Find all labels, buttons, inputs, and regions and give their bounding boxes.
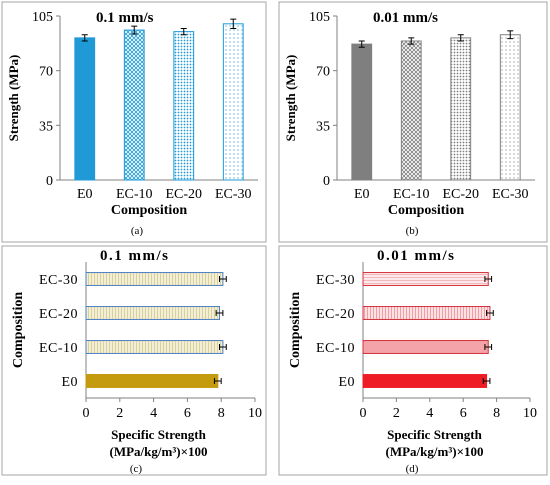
y-tick-label: 0: [323, 174, 330, 189]
x-axis-label: Specific Strength: [111, 427, 206, 442]
bar: [362, 272, 489, 286]
panel-label: (b): [406, 225, 419, 237]
x-tick-label: 0: [360, 406, 367, 421]
x-tick-label: 8: [493, 406, 500, 421]
x-tick-label: EC-20: [442, 187, 479, 202]
bar: [351, 43, 373, 181]
y-tick-label: 70: [39, 65, 53, 80]
x-tick-label: 10: [248, 406, 262, 421]
y-tick-label: 35: [39, 119, 53, 134]
y-tick-label: E0: [61, 375, 78, 390]
y-tick-label: 105: [309, 10, 330, 25]
bar: [74, 37, 96, 181]
bar: [400, 40, 422, 181]
x-tick-label: EC-30: [492, 187, 529, 202]
x-axis-label-units: (MPa/kg/m³)×100: [386, 444, 484, 459]
x-tick-label: 6: [184, 406, 191, 421]
bar: [222, 23, 244, 181]
x-axis-label: Specific Strength: [387, 427, 482, 442]
x-axis-label: Composition: [111, 203, 187, 218]
y-tick-label: EC-10: [316, 341, 355, 356]
x-tick-label: 2: [116, 406, 123, 421]
chart-title: 0.01 mm/s: [377, 248, 456, 264]
x-tick-label: EC-10: [393, 187, 430, 202]
bar: [499, 34, 521, 181]
bar: [85, 306, 221, 320]
chart-title: 0.1 mm/s: [100, 248, 170, 264]
bar: [362, 374, 488, 388]
bar: [85, 340, 224, 354]
x-tick-label: 8: [218, 406, 225, 421]
x-tick-label: 6: [460, 406, 467, 421]
bar: [173, 31, 195, 181]
y-tick-label: 70: [316, 65, 330, 80]
bar: [85, 374, 219, 388]
chart-panel-3: 0 2 4 6 8 10 E0 EC-10 EC-20 EC-30 Specific Strengt…: [1, 245, 267, 476]
chart-title: 0.01 mm/s: [373, 10, 438, 26]
bar: [123, 29, 145, 181]
x-axis-label-units: (MPa/kg/m³)×100: [110, 444, 208, 459]
chart-panel-1: 0 35 70 105 E0 EC-10 EC-20 EC-30 Composition Stre…: [1, 1, 267, 243]
x-tick-label: 4: [150, 406, 157, 421]
y-tick-label: EC-10: [39, 341, 78, 356]
bar: [85, 272, 224, 286]
y-tick-label: EC-30: [316, 273, 355, 288]
y-tick-label: 35: [316, 119, 330, 134]
y-axis-label: Strength (MPa): [6, 55, 21, 142]
y-tick-label: E0: [338, 375, 355, 390]
x-tick-label: 4: [426, 406, 433, 421]
x-tick-label: E0: [354, 187, 370, 202]
y-tick-label: EC-30: [39, 273, 78, 288]
panel-label: (d): [406, 463, 419, 475]
y-axis-label: Strength (MPa): [283, 55, 298, 142]
chart-panel-2: 0 35 70 105 E0 EC-10 EC-20 EC-30 Composition Stre…: [278, 1, 548, 243]
bar: [450, 37, 472, 181]
chart-panel-4: 0 2 4 6 8 10 E0 EC-10 EC-20 EC-30 Specific Strengt…: [278, 245, 548, 476]
bar: [362, 306, 491, 320]
y-tick-label: EC-20: [39, 307, 78, 322]
x-tick-label: 10: [523, 406, 537, 421]
x-tick-label: EC-10: [116, 187, 153, 202]
x-tick-label: 0: [83, 406, 90, 421]
x-axis-label: Composition: [388, 203, 464, 218]
y-axis-label: Composition: [288, 292, 303, 368]
y-tick-label: 0: [46, 174, 53, 189]
bar: [362, 340, 489, 354]
y-tick-label: EC-20: [316, 307, 355, 322]
x-tick-label: E0: [77, 187, 93, 202]
y-tick-label: 105: [32, 10, 53, 25]
panel-label: (a): [131, 225, 144, 237]
x-tick-label: EC-30: [215, 187, 252, 202]
x-tick-label: EC-20: [165, 187, 202, 202]
chart-title: 0.1 mm/s: [96, 10, 154, 26]
y-axis-label: Composition: [11, 292, 26, 368]
x-tick-label: 2: [393, 406, 400, 421]
panel-label: (c): [130, 463, 143, 475]
